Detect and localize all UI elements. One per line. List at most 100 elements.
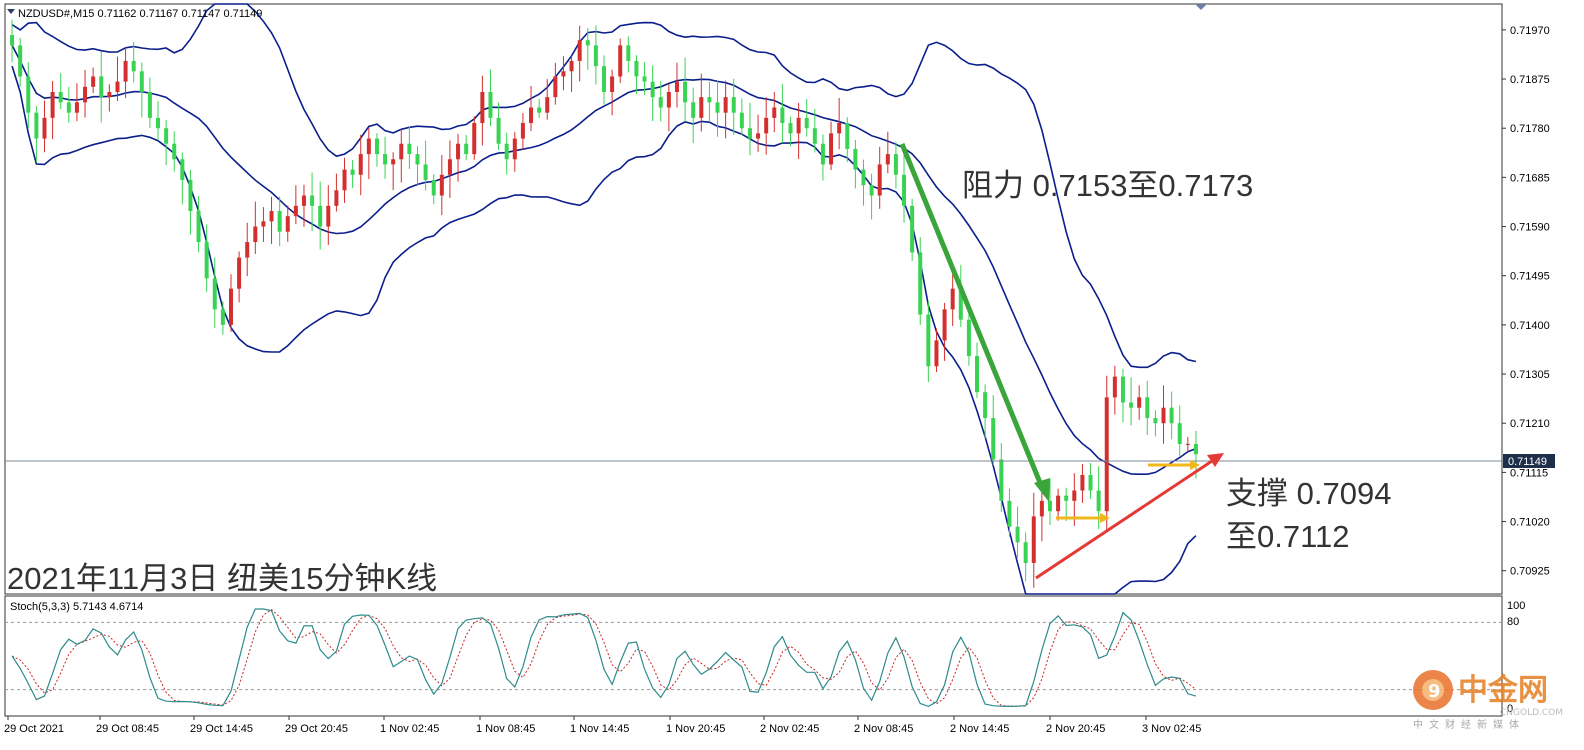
stochastic-panel: [5, 608, 1502, 708]
candle-body: [610, 76, 615, 92]
time-tick-label: 3 Nov 02:45: [1142, 723, 1201, 735]
candle-body: [1169, 407, 1174, 424]
candle-body: [342, 169, 347, 191]
support-marker-1-head: [1100, 513, 1110, 523]
candle-body: [50, 91, 55, 118]
candle-body: [107, 91, 112, 98]
stoch-level-0: 0: [1507, 703, 1513, 715]
candle-body: [780, 107, 785, 124]
candle-body: [188, 179, 193, 212]
candle-body: [496, 117, 501, 144]
candle-body: [123, 60, 128, 82]
time-tick-label: 29 Oct 2021: [4, 723, 64, 735]
down-trend-arrow: [899, 143, 1046, 491]
candle-body: [845, 123, 850, 149]
time-tick-label: 2 Nov 20:45: [1046, 723, 1105, 735]
trend-arrows: [899, 143, 1224, 580]
candle-body: [553, 76, 558, 98]
candle-body: [983, 392, 988, 419]
candle-body: [399, 143, 404, 160]
candle-body: [26, 76, 31, 113]
candle-body: [139, 71, 144, 92]
candle-body: [812, 128, 817, 144]
candle-body: [1023, 542, 1028, 563]
down-trend-arrowhead: [1034, 478, 1050, 502]
bollinger-middle: [11, 45, 1197, 475]
candle-body: [1056, 495, 1061, 512]
candle-body: [350, 169, 355, 175]
chart-header: NZDUSD#,M15 0.71162 0.71167 0.71147 0.71…: [18, 8, 262, 20]
current-price-box: [1503, 454, 1555, 468]
watermark-domain: CNGOLD.COM: [1500, 708, 1563, 718]
candle-body: [602, 66, 606, 92]
candle-body: [310, 195, 315, 206]
current-price-label: 0.71149: [1508, 456, 1547, 468]
candle-body: [277, 211, 282, 232]
stoch-header: Stoch(5,3,3) 5.7143 4.6714: [10, 601, 143, 613]
candle-body: [593, 45, 598, 67]
candle-body: [666, 91, 671, 108]
time-tick-label: 1 Nov 14:45: [570, 723, 629, 735]
price-tick-label: 0.71685: [1510, 172, 1550, 184]
candle-body: [91, 76, 96, 87]
candle-body: [1161, 407, 1166, 424]
candle-body: [326, 205, 331, 227]
candle-body: [869, 185, 874, 196]
candle-body: [829, 133, 834, 165]
candle-body: [1039, 500, 1044, 517]
candle-body: [58, 91, 63, 103]
stoch-main-line: [11, 608, 1197, 708]
candle-body: [585, 40, 590, 46]
candle-body: [99, 76, 104, 98]
candle-body: [1088, 474, 1093, 491]
candle-body: [488, 91, 493, 118]
candle-body: [772, 107, 777, 118]
candle-body: [756, 133, 761, 139]
stoch-panel-frame: [4, 595, 1503, 717]
candle-body: [561, 71, 566, 77]
candle-body: [545, 97, 550, 113]
price-tick-label: 0.71780: [1510, 123, 1550, 135]
candle-body: [877, 164, 882, 196]
support-annotation-line-2: 至0.7112: [1226, 519, 1350, 554]
svg-text:9: 9: [1428, 681, 1441, 702]
price-tick-label: 0.71400: [1510, 320, 1550, 332]
candle-body: [1120, 376, 1125, 403]
candle-body: [156, 117, 161, 129]
candle-body: [966, 319, 971, 356]
candle-body: [991, 418, 996, 460]
watermark-tagline: 中文财经新媒体: [1413, 718, 1525, 731]
time-tick-label: 2 Nov 02:45: [760, 723, 819, 735]
up-trend-arrow: [1035, 459, 1213, 580]
candle-body: [261, 221, 266, 227]
candle-body: [1007, 500, 1012, 527]
candle-body: [1129, 402, 1134, 408]
chart-title: 2021年11月3日 纽美15分钟K线: [7, 561, 437, 596]
time-tick-label: 2 Nov 08:45: [854, 723, 913, 735]
candle-body: [237, 257, 242, 289]
candle-body: [837, 123, 842, 134]
candle-body: [228, 288, 233, 325]
candle-body: [1153, 418, 1158, 424]
candle-body: [683, 81, 688, 103]
candle-body: [902, 174, 907, 206]
candle-body: [674, 81, 679, 92]
candle-body: [618, 45, 623, 77]
candle-body: [975, 355, 980, 393]
candle-body: [1137, 397, 1142, 408]
candle-body: [1104, 397, 1109, 512]
candle-body: [131, 60, 136, 72]
watermark: 9 中金网 CNGOLD.COM 中文财经新媒体: [1413, 670, 1563, 731]
candle-body: [253, 226, 258, 243]
candle-body: [1145, 397, 1150, 419]
candle-body: [1112, 376, 1117, 398]
symbol-dropdown-icon[interactable]: [7, 9, 15, 14]
candle-body: [861, 169, 866, 186]
candle-body: [269, 211, 274, 222]
candle-body: [480, 91, 485, 124]
candle-body: [820, 143, 825, 165]
candle-body: [196, 211, 201, 243]
candle-body: [415, 154, 420, 165]
candle-body: [764, 117, 769, 134]
